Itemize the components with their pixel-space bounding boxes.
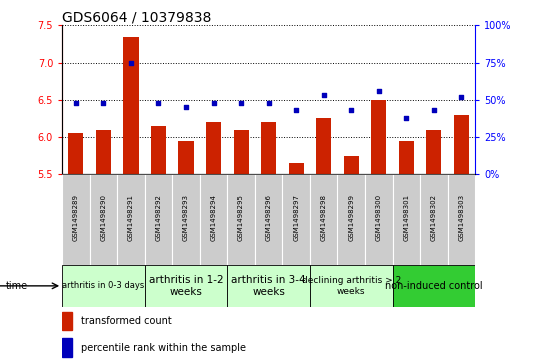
Point: [237, 100, 245, 106]
Bar: [178, 141, 194, 174]
Bar: [338, 174, 365, 265]
Text: time: time: [5, 281, 28, 291]
Bar: [90, 174, 117, 265]
Point: [292, 107, 300, 113]
Bar: [316, 118, 332, 174]
Bar: [393, 265, 475, 307]
Text: GSM1498300: GSM1498300: [376, 194, 382, 241]
Bar: [310, 174, 338, 265]
Text: GSM1498303: GSM1498303: [458, 194, 464, 241]
Bar: [365, 174, 393, 265]
Bar: [426, 130, 442, 174]
Text: arthritis in 3-4
weeks: arthritis in 3-4 weeks: [231, 275, 306, 297]
Text: arthritis in 0-3 days: arthritis in 0-3 days: [62, 281, 145, 290]
Text: percentile rank within the sample: percentile rank within the sample: [80, 343, 246, 353]
Point: [181, 104, 190, 110]
Text: GSM1498297: GSM1498297: [293, 194, 299, 241]
Text: GSM1498292: GSM1498292: [156, 194, 161, 241]
Bar: [200, 174, 227, 265]
Bar: [399, 141, 414, 174]
Bar: [117, 174, 145, 265]
Point: [265, 100, 273, 106]
Text: GSM1498295: GSM1498295: [238, 194, 244, 241]
Bar: [227, 174, 255, 265]
Bar: [393, 174, 420, 265]
Text: GSM1498294: GSM1498294: [211, 194, 217, 241]
Point: [126, 60, 135, 65]
Bar: [227, 265, 310, 307]
Bar: [151, 126, 166, 174]
Point: [429, 107, 438, 113]
Text: GSM1498296: GSM1498296: [266, 194, 272, 241]
Text: GDS6064 / 10379838: GDS6064 / 10379838: [62, 10, 212, 24]
Text: declining arthritis > 2
weeks: declining arthritis > 2 weeks: [302, 276, 401, 295]
Bar: [255, 174, 282, 265]
Text: GSM1498290: GSM1498290: [100, 194, 106, 241]
Bar: [343, 156, 359, 174]
Point: [402, 115, 410, 121]
Text: GSM1498289: GSM1498289: [73, 194, 79, 241]
Bar: [261, 122, 276, 174]
Bar: [96, 130, 111, 174]
Bar: [62, 338, 72, 357]
Bar: [62, 312, 72, 330]
Bar: [310, 265, 393, 307]
Bar: [282, 174, 310, 265]
Text: GSM1498298: GSM1498298: [321, 194, 327, 241]
Text: transformed count: transformed count: [80, 317, 171, 326]
Bar: [123, 37, 139, 174]
Bar: [68, 133, 84, 174]
Point: [99, 100, 108, 106]
Bar: [145, 265, 227, 307]
Bar: [62, 265, 145, 307]
Text: non-induced control: non-induced control: [385, 281, 483, 291]
Point: [154, 100, 163, 106]
Bar: [448, 174, 475, 265]
Text: GSM1498302: GSM1498302: [431, 194, 437, 241]
Point: [457, 94, 465, 100]
Bar: [206, 122, 221, 174]
Bar: [145, 174, 172, 265]
Bar: [172, 174, 200, 265]
Text: GSM1498293: GSM1498293: [183, 194, 189, 241]
Bar: [454, 115, 469, 174]
Point: [210, 100, 218, 106]
Bar: [233, 130, 249, 174]
Text: GSM1498299: GSM1498299: [348, 194, 354, 241]
Bar: [420, 174, 448, 265]
Text: GSM1498301: GSM1498301: [403, 194, 409, 241]
Bar: [62, 174, 90, 265]
Point: [71, 100, 80, 106]
Bar: [288, 163, 304, 174]
Point: [319, 93, 328, 98]
Bar: [371, 100, 387, 174]
Text: GSM1498291: GSM1498291: [128, 194, 134, 241]
Text: arthritis in 1-2
weeks: arthritis in 1-2 weeks: [148, 275, 224, 297]
Point: [374, 88, 383, 94]
Point: [347, 107, 355, 113]
